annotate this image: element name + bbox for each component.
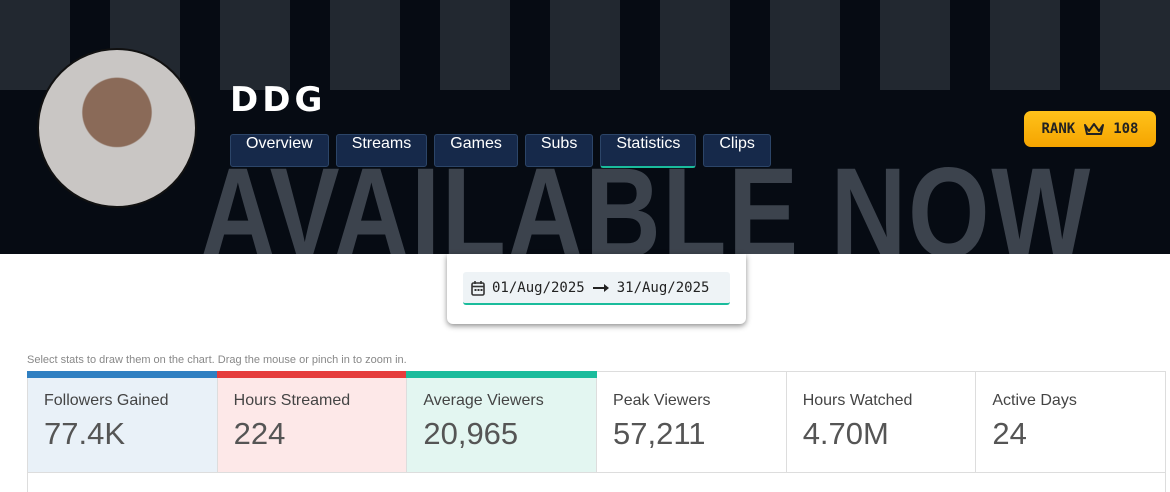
stat-color-bar <box>406 371 598 378</box>
rank-label: RANK <box>1041 121 1076 137</box>
stats-row: Followers Gained 77.4K Hours Streamed 224 Av… <box>27 371 1166 473</box>
date-panel: 01/Aug/2025 31/Aug/2025 <box>447 254 746 324</box>
rank-badge[interactable]: RANK 108 <box>1024 111 1156 147</box>
stat-label: Average Viewers <box>423 392 544 409</box>
stat-card[interactable]: Hours Watched 4.70M <box>787 372 977 472</box>
crown-icon <box>1084 123 1105 135</box>
nav-tab[interactable]: Streams <box>335 134 428 167</box>
nav-tab[interactable]: Games <box>434 134 518 167</box>
stat-value: 4.70M <box>802 416 889 451</box>
date-range-picker[interactable]: 01/Aug/2025 31/Aug/2025 <box>463 272 730 305</box>
stat-value: 20,965 <box>423 416 519 451</box>
stat-card[interactable]: Followers Gained 77.4K <box>27 371 218 472</box>
nav-tabs: Overview Streams Games Subs Statistics Clips <box>230 134 771 168</box>
stat-label: Peak Viewers <box>613 392 711 409</box>
nav-tab[interactable]: Overview <box>230 134 329 167</box>
stat-card[interactable]: Active Days 24 <box>976 372 1165 472</box>
nav-tab[interactable]: Statistics <box>600 134 697 168</box>
stat-label: Hours Streamed <box>233 392 351 409</box>
channel-name: DDG <box>230 80 327 120</box>
stat-label: Active Days <box>992 392 1077 409</box>
stat-color-bar <box>27 371 218 378</box>
stat-card[interactable]: Peak Viewers 57,211 <box>597 372 787 472</box>
arrow-icon <box>592 283 609 292</box>
nav-tab[interactable]: Clips <box>703 134 771 167</box>
stat-value: 224 <box>233 416 286 451</box>
stat-value: 57,211 <box>613 416 706 451</box>
stat-color-bar <box>216 371 408 378</box>
chart-area <box>27 473 1166 492</box>
rank-value: 108 <box>1113 121 1139 137</box>
date-start: 01/Aug/2025 <box>492 279 585 296</box>
avatar <box>37 48 197 208</box>
stat-label: Followers Gained <box>44 392 169 409</box>
stat-card[interactable]: Hours Streamed 224 <box>216 371 408 472</box>
calendar-icon <box>471 280 485 296</box>
hint-text: Select stats to draw them on the chart. … <box>27 354 407 366</box>
stat-value: 77.4K <box>44 416 126 451</box>
date-end: 31/Aug/2025 <box>616 279 710 296</box>
banner: AVAILABLE NOW DDG Overview Streams Games Su… <box>0 0 1170 254</box>
stat-value: 24 <box>992 416 1027 451</box>
nav-tab[interactable]: Subs <box>524 134 594 167</box>
stat-card[interactable]: Average Viewers 20,965 <box>406 371 598 472</box>
stat-label: Hours Watched <box>802 392 913 409</box>
banner-art <box>0 0 1170 90</box>
